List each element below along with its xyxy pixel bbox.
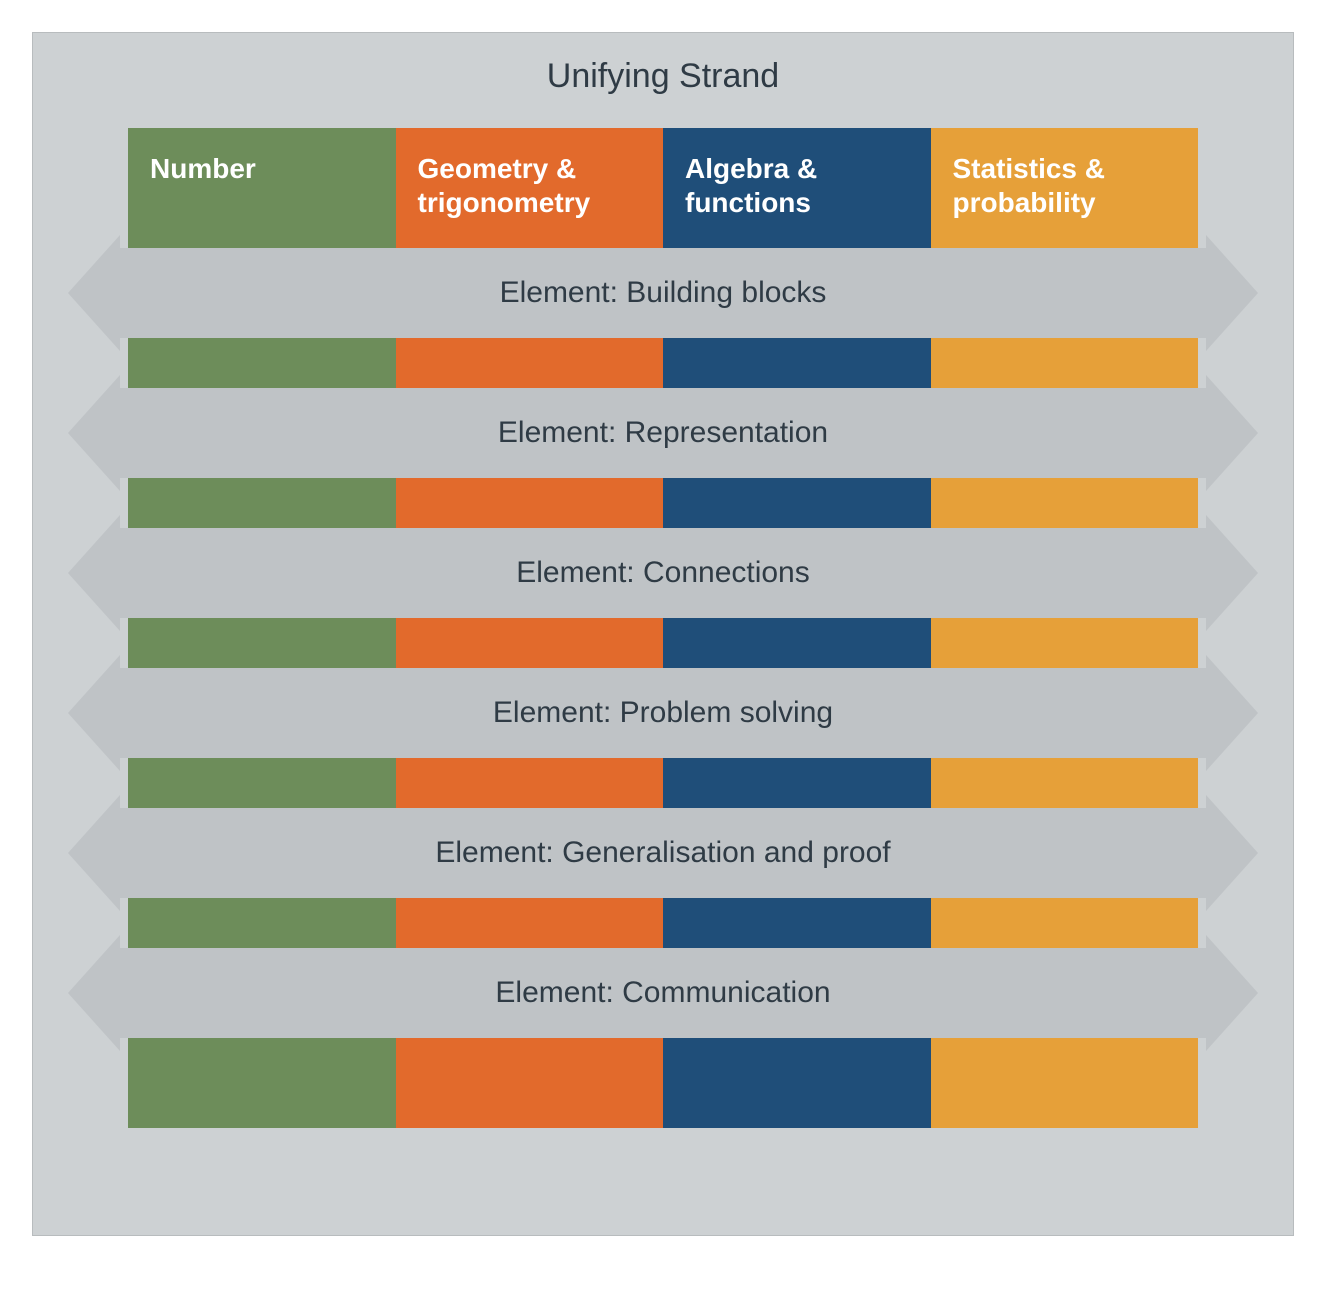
- arrow-right-icon: [1206, 235, 1258, 351]
- element-row: Element: Communication: [68, 948, 1258, 1038]
- arrow-left-icon: [68, 515, 120, 631]
- arrow-right-icon: [1206, 375, 1258, 491]
- element-label: Element: Communication: [120, 948, 1206, 1038]
- element-label: Element: Representation: [120, 388, 1206, 478]
- diagram-frame: Unifying Strand Number Geometry & trigon…: [32, 32, 1294, 1236]
- arrow-left-icon: [68, 655, 120, 771]
- arrow-right-icon: [1206, 935, 1258, 1051]
- arrow-left-icon: [68, 375, 120, 491]
- element-label: Element: Problem solving: [120, 668, 1206, 758]
- element-label: Element: Building blocks: [120, 248, 1206, 338]
- arrow-right-icon: [1206, 795, 1258, 911]
- element-row: Element: Representation: [68, 388, 1258, 478]
- element-row: Element: Connections: [68, 528, 1258, 618]
- element-label: Element: Connections: [120, 528, 1206, 618]
- element-row: Element: Building blocks: [68, 248, 1258, 338]
- element-arrows: Element: Building blocks Element: Repres…: [68, 248, 1258, 1088]
- arrow-right-icon: [1206, 655, 1258, 771]
- element-row: Element: Generalisation and proof: [68, 808, 1258, 898]
- arrow-left-icon: [68, 235, 120, 351]
- strands-container: Number Geometry & trigonometry Algebra &…: [128, 128, 1198, 1128]
- diagram-title: Unifying Strand: [33, 57, 1293, 96]
- arrow-left-icon: [68, 935, 120, 1051]
- arrow-right-icon: [1206, 515, 1258, 631]
- element-row: Element: Problem solving: [68, 668, 1258, 758]
- arrow-left-icon: [68, 795, 120, 911]
- element-label: Element: Generalisation and proof: [120, 808, 1206, 898]
